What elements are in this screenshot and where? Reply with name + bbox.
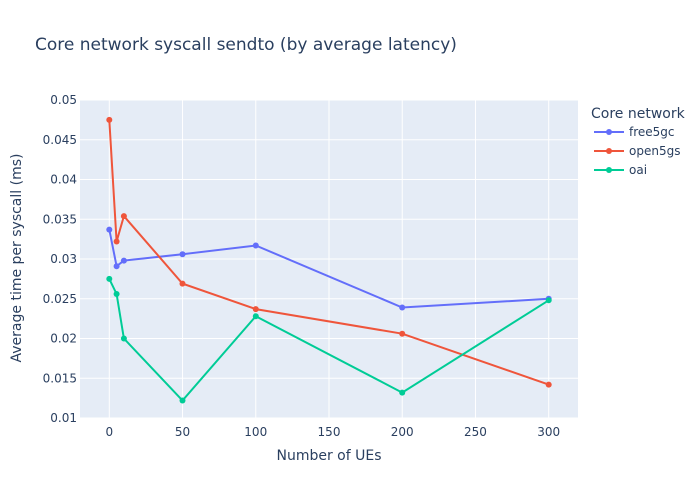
x-axis-label: Number of UEs — [276, 448, 381, 464]
data-point-free5gc — [120, 257, 127, 264]
data-point-free5gc — [399, 304, 406, 311]
x-tick-label: 100 — [244, 425, 267, 439]
data-point-free5gc — [252, 242, 259, 249]
x-tick-label: 150 — [318, 425, 341, 439]
legend-item-oai[interactable]: oai — [594, 163, 647, 177]
legend-title: Core network — [591, 106, 686, 122]
y-tick-label: 0.01 — [50, 411, 77, 425]
series-oai — [106, 275, 552, 404]
y-tick-label: 0.035 — [43, 212, 77, 226]
data-point-oai — [106, 275, 113, 282]
x-axis-ticks: 0 50 100 150 200 250 300 — [105, 425, 560, 439]
y-tick-label: 0.015 — [43, 371, 77, 385]
data-point-open5gs — [179, 280, 186, 287]
data-point-oai — [399, 389, 406, 396]
legend[interactable]: Core network free5gc open5gs oai — [591, 106, 686, 177]
y-tick-label: 0.05 — [50, 93, 77, 107]
x-tick-label: 300 — [537, 425, 560, 439]
x-tick-label: 0 — [105, 425, 113, 439]
y-tick-label: 0.025 — [43, 292, 77, 306]
legend-item-open5gs[interactable]: open5gs — [594, 144, 680, 158]
legend-label: oai — [629, 163, 647, 177]
data-point-open5gs — [252, 306, 259, 313]
x-tick-label: 50 — [175, 425, 190, 439]
legend-swatch-marker — [606, 129, 612, 135]
series-open5gs — [106, 116, 552, 388]
data-point-oai — [252, 313, 259, 320]
y-tick-label: 0.03 — [50, 252, 77, 266]
y-tick-label: 0.02 — [50, 332, 77, 346]
data-point-oai — [113, 291, 120, 297]
data-point-open5gs — [399, 330, 406, 337]
legend-label: open5gs — [629, 144, 680, 158]
series-group — [106, 116, 552, 404]
data-point-open5gs — [106, 116, 113, 123]
chart-title: Core network syscall sendto (by average … — [35, 35, 457, 55]
y-axis-ticks: 0.01 0.015 0.02 0.025 0.03 0.035 0.04 0.045 0.05 — [43, 93, 77, 425]
data-point-free5gc — [113, 263, 120, 270]
gridlines — [80, 99, 578, 419]
data-point-oai — [545, 297, 552, 304]
legend-label: free5gc — [629, 125, 675, 139]
y-tick-label: 0.04 — [50, 173, 77, 187]
data-point-open5gs — [113, 238, 120, 245]
legend-item-free5gc[interactable]: free5gc — [594, 125, 675, 139]
x-tick-label: 200 — [391, 425, 414, 439]
y-tick-label: 0.045 — [43, 133, 77, 147]
data-point-open5gs — [120, 213, 127, 220]
data-point-free5gc — [179, 251, 186, 258]
data-point-open5gs — [545, 381, 552, 388]
data-point-oai — [120, 335, 127, 342]
legend-swatch-marker — [606, 148, 612, 154]
data-point-free5gc — [106, 226, 113, 233]
y-axis-label: Average time per syscall (ms) — [9, 154, 25, 363]
legend-swatch-marker — [606, 167, 612, 173]
x-tick-label: 250 — [464, 425, 487, 439]
data-point-oai — [179, 397, 186, 404]
